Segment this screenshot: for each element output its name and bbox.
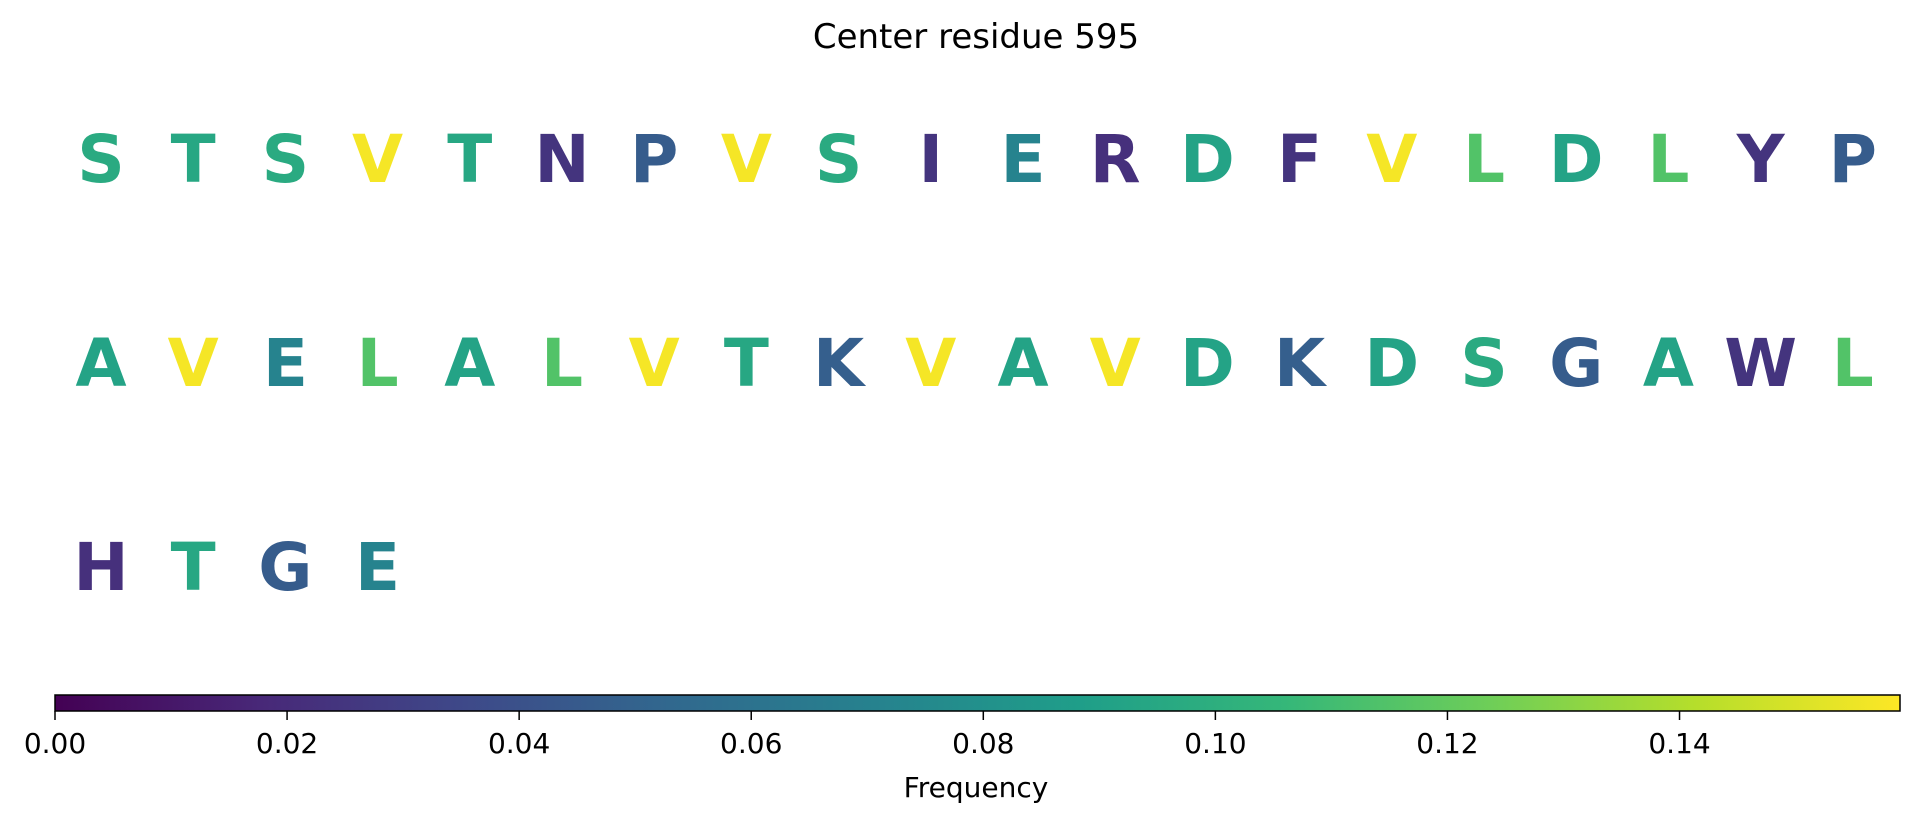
colorbar-tick-label: 0.12 [1416,727,1478,760]
residue-letter: T [724,325,769,402]
residue-letter: T [447,121,492,198]
residue-letter: L [357,325,399,402]
residue-letter: V [1366,121,1417,198]
residue-letter: W [1724,325,1797,402]
residue-letter: N [534,121,589,198]
residue-letter: D [1180,325,1235,402]
residue-letter: S [77,121,125,198]
residue-letter: A [444,325,495,402]
colorbar-frame [54,694,1901,712]
residue-letter: S [815,121,863,198]
colorbar-gradient [55,695,1900,711]
residue-letter: A [1643,325,1694,402]
residue-letter: S [1460,325,1508,402]
residue-letter: E [355,529,400,606]
colorbar-tick-label: 0.10 [1184,727,1246,760]
colorbar-tick-label: 0.06 [720,727,782,760]
residue-letter: Y [1736,121,1786,198]
residue-letter: A [75,325,126,402]
residue-letter: K [813,325,867,402]
colorbar-tick-label: 0.04 [488,727,550,760]
residue-letter: V [721,121,772,198]
colorbar-tick-label: 0.00 [24,727,86,760]
residue-letters: S T S V T N P V S I E R D F V L D L Y PA V E L A L V T K V A V D K D S G A W L… [73,121,1877,606]
residue-letter: D [1364,325,1419,402]
residue-letter: L [1463,121,1505,198]
residue-letter: S [262,121,310,198]
residue-letter: D [1180,121,1235,198]
residue-letter: V [168,325,219,402]
colorbar: 0.00 0.02 0.04 0.06 0.08 0.10 0.12 0.14 Frequen… [24,694,1901,804]
residue-letter: L [1832,325,1874,402]
residue-letter: V [352,121,403,198]
residue-letter: L [1647,121,1689,198]
residue-letter: R [1090,121,1141,198]
colorbar-tick-label: 0.14 [1648,727,1710,760]
residue-letter: L [541,325,583,402]
residue-letter: F [1277,121,1322,198]
residue-letter: G [1549,325,1603,402]
residue-letter: I [919,121,944,198]
residue-letter: P [1829,121,1877,198]
residue-letter: V [905,325,956,402]
residue-letter: P [630,121,678,198]
residue-letter: T [171,121,216,198]
residue-letter: H [73,529,128,606]
chart-title: Center residue 595 [813,17,1139,57]
residue-letter: D [1549,121,1604,198]
residue-letter: T [171,529,216,606]
colorbar-label: Frequency [904,771,1049,804]
residue-letter: G [258,529,312,606]
residue-letter: K [1274,325,1328,402]
residue-letter: E [263,325,308,402]
residue-letter: A [997,325,1048,402]
colorbar-ticks: 0.00 0.02 0.04 0.06 0.08 0.10 0.12 0.14 [24,711,1711,760]
residue-letter: E [1000,121,1045,198]
residue-letter: V [629,325,680,402]
colorbar-tick-label: 0.08 [952,727,1014,760]
residue-letter: V [1090,325,1141,402]
colorbar-tick-label: 0.02 [256,727,318,760]
